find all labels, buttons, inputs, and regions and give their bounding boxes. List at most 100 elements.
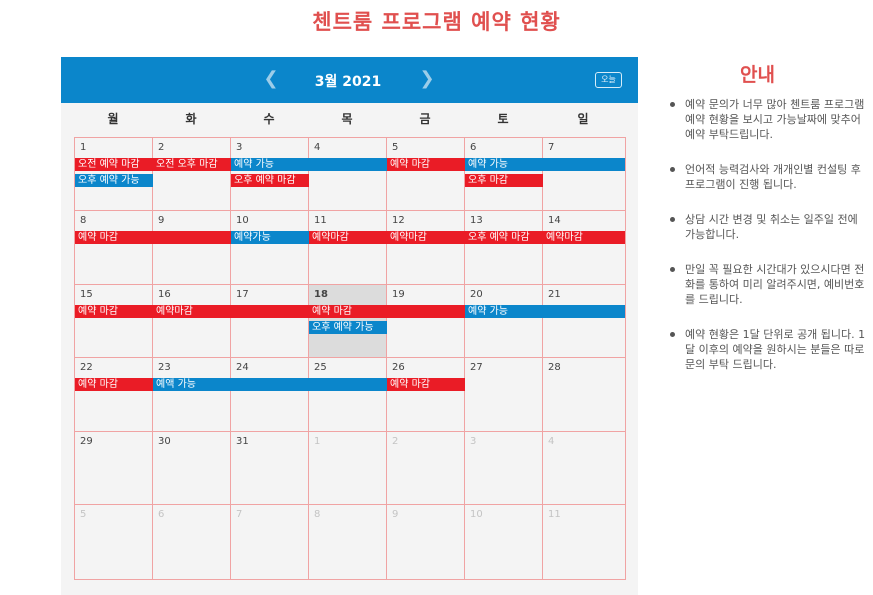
- notice-item: 예약 현황은 1달 단위로 공개 됩니다. 1달 이후의 예약을 원하시는 분들…: [668, 327, 868, 372]
- day-cell[interactable]: 21: [543, 285, 625, 358]
- day-number: 30: [158, 436, 171, 447]
- calendar-event[interactable]: 오전 오후 마감: [153, 158, 231, 171]
- calendar-event[interactable]: 예약 마감: [75, 305, 153, 318]
- day-number: 23: [158, 362, 171, 373]
- calendar-header: ❮ 3월 2021 ❯ 오늘: [61, 57, 638, 103]
- day-cell[interactable]: 30: [153, 432, 231, 505]
- day-cell[interactable]: 4: [543, 432, 625, 505]
- calendar-event[interactable]: 예약마감: [387, 231, 465, 244]
- day-cell[interactable]: 5: [75, 505, 153, 579]
- calendar-event[interactable]: 오후 마감: [465, 174, 543, 187]
- calendar-event[interactable]: 예약 마감: [387, 378, 465, 391]
- day-number: 29: [80, 436, 93, 447]
- calendar-event[interactable]: 예약 가능: [231, 158, 387, 171]
- day-cell[interactable]: 20: [465, 285, 543, 358]
- calendar-event[interactable]: 예약 마감: [75, 231, 231, 244]
- day-cell[interactable]: 10: [465, 505, 543, 579]
- day-cell[interactable]: 7: [231, 505, 309, 579]
- month-label: 3월 2021: [314, 74, 382, 90]
- day-number: 31: [236, 436, 249, 447]
- bullet-icon: [670, 167, 675, 172]
- day-number: 5: [80, 509, 87, 520]
- day-number: 7: [236, 509, 243, 520]
- day-cell[interactable]: 25: [309, 358, 387, 432]
- day-number: 20: [470, 289, 483, 300]
- calendar-event[interactable]: 예약 가능: [465, 158, 625, 171]
- day-cell[interactable]: 7: [543, 138, 625, 211]
- calendar-event[interactable]: 예액 가능: [153, 378, 387, 391]
- day-cell[interactable]: 1: [309, 432, 387, 505]
- day-number: 8: [314, 509, 321, 520]
- day-number: 11: [548, 509, 561, 520]
- notice-item: 만일 꼭 필요한 시간대가 있으시다면 전화를 통하여 미리 알려주시면, 예비…: [668, 262, 868, 307]
- calendar-event[interactable]: 예약마감: [153, 305, 309, 318]
- calendar-event[interactable]: 예약 마감: [387, 158, 465, 171]
- day-number: 2: [392, 436, 399, 447]
- day-number: 9: [158, 215, 165, 226]
- day-cell[interactable]: 19: [387, 285, 465, 358]
- day-cell[interactable]: 13: [465, 211, 543, 285]
- notice-title: 안내: [740, 64, 775, 86]
- day-cell[interactable]: 9: [387, 505, 465, 579]
- day-cell[interactable]: 8: [309, 505, 387, 579]
- day-cell[interactable]: 2: [153, 138, 231, 211]
- bullet-icon: [670, 102, 675, 107]
- month-grid: 1 2 3 4 5 6 7 8 9 10 11 12 13 14 15 16 17 18 19 20 21 22 23 24 2…: [74, 137, 626, 580]
- day-number: 5: [392, 142, 399, 153]
- day-cell[interactable]: 17: [231, 285, 309, 358]
- calendar-event[interactable]: 예약가능: [231, 231, 309, 244]
- day-number: 17: [236, 289, 249, 300]
- notice-item: 예약 문의가 너무 많아 첸트룸 프로그램 예약 현황을 보시고 가능날짜에 맞…: [668, 97, 868, 142]
- bullet-icon: [670, 332, 675, 337]
- chevron-right-icon[interactable]: ❯: [419, 68, 435, 89]
- day-cell[interactable]: 15: [75, 285, 153, 358]
- day-cell[interactable]: 6: [153, 505, 231, 579]
- day-cell[interactable]: 2: [387, 432, 465, 505]
- notice-list: 예약 문의가 너무 많아 첸트룸 프로그램 예약 현황을 보시고 가능날짜에 맞…: [668, 97, 868, 392]
- day-cell[interactable]: 8: [75, 211, 153, 285]
- day-cell[interactable]: 24: [231, 358, 309, 432]
- calendar-event[interactable]: 예약 마감: [309, 305, 465, 318]
- day-cell[interactable]: 10: [231, 211, 309, 285]
- today-button[interactable]: 오늘: [595, 72, 622, 88]
- day-number: 6: [470, 142, 477, 153]
- day-cell[interactable]: 27: [465, 358, 543, 432]
- calendar-event[interactable]: 오전 예약 마감: [75, 158, 153, 171]
- day-cell[interactable]: 3: [465, 432, 543, 505]
- calendar-event[interactable]: 예약마감: [543, 231, 625, 244]
- day-number: 28: [548, 362, 561, 373]
- calendar-event[interactable]: 오후 예약 가능: [309, 321, 387, 334]
- day-number: 22: [80, 362, 93, 373]
- notice-text: 예약 현황은 1달 단위로 공개 됩니다. 1달 이후의 예약을 원하시는 분들…: [685, 328, 866, 371]
- calendar-event[interactable]: 예약마감: [309, 231, 387, 244]
- day-cell[interactable]: 11: [309, 211, 387, 285]
- calendar-event[interactable]: 오후 예약 마감: [465, 231, 543, 244]
- day-number: 13: [470, 215, 483, 226]
- day-cell[interactable]: 28: [543, 358, 625, 432]
- day-number: 9: [392, 509, 399, 520]
- day-cell[interactable]: 16: [153, 285, 231, 358]
- day-cell[interactable]: 31: [231, 432, 309, 505]
- day-cell[interactable]: 11: [543, 505, 625, 579]
- notice-text: 만일 꼭 필요한 시간대가 있으시다면 전화를 통하여 미리 알려주시면, 예비…: [685, 263, 865, 306]
- day-cell[interactable]: 23: [153, 358, 231, 432]
- day-cell[interactable]: 9: [153, 211, 231, 285]
- chevron-left-icon[interactable]: ❮: [263, 68, 279, 89]
- weekday-label: 월: [107, 112, 119, 126]
- calendar-event[interactable]: 오후 예약 마감: [231, 174, 309, 187]
- day-number: 2: [158, 142, 165, 153]
- day-cell[interactable]: 14: [543, 211, 625, 285]
- day-number: 4: [314, 142, 321, 153]
- day-cell[interactable]: 5: [387, 138, 465, 211]
- day-cell[interactable]: 4: [309, 138, 387, 211]
- calendar-event[interactable]: 오후 예약 가능: [75, 174, 153, 187]
- day-cell[interactable]: 22: [75, 358, 153, 432]
- day-cell[interactable]: 26: [387, 358, 465, 432]
- day-number: 4: [548, 436, 555, 447]
- day-cell[interactable]: 29: [75, 432, 153, 505]
- calendar-event[interactable]: 예약 마감: [75, 378, 153, 391]
- calendar-event[interactable]: 예약 가능: [465, 305, 625, 318]
- day-cell[interactable]: 12: [387, 211, 465, 285]
- day-number: 14: [548, 215, 561, 226]
